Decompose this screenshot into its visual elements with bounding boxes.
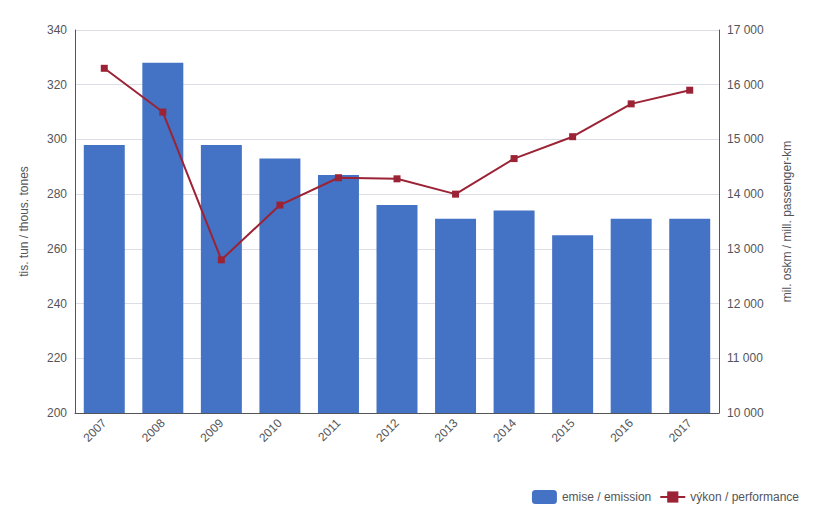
svg-text:10 000: 10 000 — [727, 406, 764, 420]
svg-text:2010: 2010 — [256, 416, 285, 445]
svg-text:2011: 2011 — [315, 416, 343, 444]
svg-text:320: 320 — [47, 78, 67, 92]
svg-text:2007: 2007 — [80, 416, 109, 445]
svg-text:2014: 2014 — [490, 416, 519, 445]
svg-text:300: 300 — [47, 132, 67, 146]
svg-text:2012: 2012 — [373, 416, 402, 445]
svg-text:16 000: 16 000 — [727, 78, 764, 92]
svg-text:11 000: 11 000 — [727, 351, 763, 365]
svg-text:2009: 2009 — [198, 416, 227, 445]
svg-text:2015: 2015 — [549, 416, 578, 445]
svg-text:mil. oskm / mill. passenger-km: mil. oskm / mill. passenger-km — [780, 141, 794, 302]
svg-text:výkon / performance: výkon / performance — [690, 490, 799, 504]
svg-text:17 000: 17 000 — [727, 23, 764, 37]
svg-text:tis. tun / thous. tones: tis. tun / thous. tones — [17, 166, 31, 277]
svg-text:emise / emission: emise / emission — [562, 490, 651, 504]
svg-text:340: 340 — [47, 23, 67, 37]
svg-text:200: 200 — [47, 406, 67, 420]
svg-text:13 000: 13 000 — [727, 242, 764, 256]
svg-text:240: 240 — [47, 297, 67, 311]
svg-text:2008: 2008 — [139, 416, 168, 445]
svg-text:12 000: 12 000 — [727, 297, 764, 311]
svg-text:280: 280 — [47, 187, 67, 201]
svg-text:15 000: 15 000 — [727, 132, 764, 146]
svg-text:2013: 2013 — [432, 416, 461, 445]
svg-text:14 000: 14 000 — [727, 187, 764, 201]
svg-text:2017: 2017 — [666, 416, 695, 445]
svg-text:260: 260 — [47, 242, 67, 256]
svg-text:220: 220 — [47, 351, 67, 365]
svg-text:2016: 2016 — [607, 416, 636, 445]
